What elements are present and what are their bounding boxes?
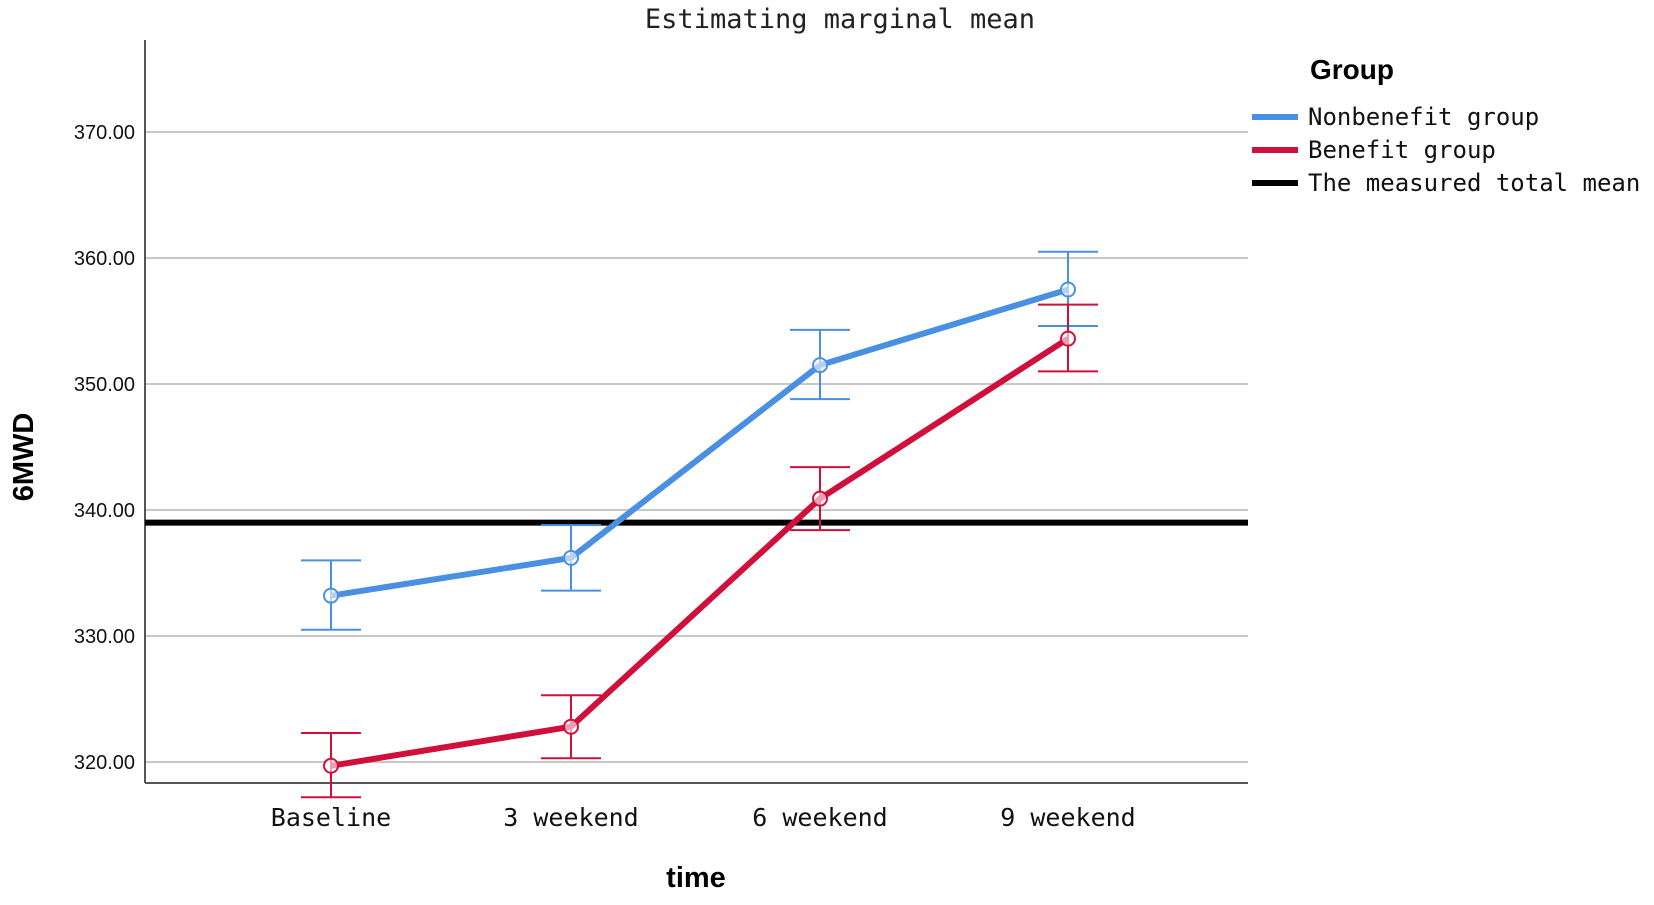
legend-title: Group: [1310, 54, 1394, 85]
y-tick-label-2: 340.00: [74, 500, 135, 522]
data-point-0-2: [812, 357, 828, 374]
chart-title: Estimating marginal mean: [645, 4, 1035, 35]
legend: Group Nonbenefit group Benefit group The m…: [1252, 54, 1640, 197]
data-point-0-1: [563, 549, 579, 566]
series: [301, 250, 1098, 799]
series-1: [301, 303, 1098, 799]
axes: [144, 40, 1248, 784]
legend-label-1: Benefit group: [1308, 136, 1496, 164]
data-point-1-0: [323, 757, 339, 774]
x-tick-label-1: 3 weekend: [503, 803, 638, 832]
y-tick-label-1: 330.00: [74, 626, 135, 648]
x-tick-label-2: 6 weekend: [752, 803, 887, 832]
series-line-1: [330, 336, 1070, 769]
y-tick-label-4: 360.00: [74, 248, 135, 270]
data-point-0-0: [323, 587, 339, 604]
tick-labels: 320.00 330.00 340.00 350.00 360.00 370.00 Base…: [74, 122, 1136, 832]
data-point-0-3: [1060, 281, 1076, 298]
data-point-1-1: [563, 718, 579, 735]
y-tick-label-5: 370.00: [74, 122, 135, 144]
y-axis-label: 6MWD: [8, 413, 40, 502]
y-tick-label-3: 350.00: [74, 374, 135, 396]
data-point-1-3: [1060, 330, 1076, 347]
series-line-0: [330, 286, 1069, 599]
legend-label-0: Nonbenefit group: [1308, 103, 1539, 131]
x-axis-label: time: [666, 862, 726, 894]
x-tick-label-0: Baseline: [271, 803, 391, 832]
grid-lines: [145, 131, 1248, 763]
x-tick-label-3: 9 weekend: [1000, 803, 1135, 832]
legend-label-2: The measured total mean: [1308, 169, 1640, 197]
y-tick-label-0: 320.00: [74, 752, 135, 774]
data-point-1-2: [812, 490, 828, 507]
series-0: [301, 250, 1098, 631]
